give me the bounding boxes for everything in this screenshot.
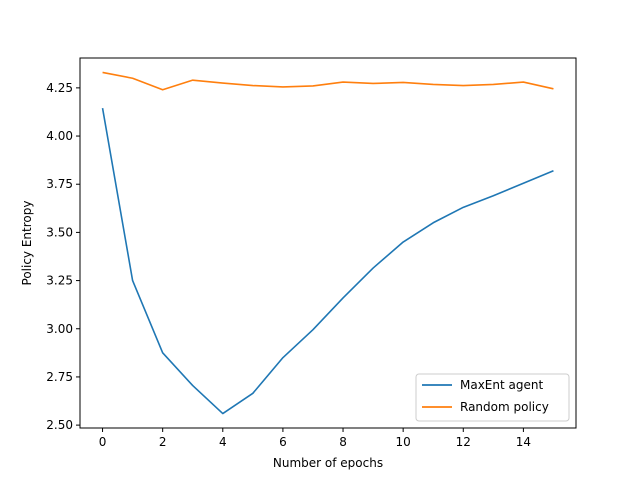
x-tick-label: 2 [159,435,167,449]
x-axis-title: Number of epochs [273,456,383,470]
x-tick-label: 6 [279,435,287,449]
legend-box [415,373,570,422]
x-tick-label: 8 [339,435,347,449]
legend: MaxEnt agent Random policy [415,373,570,422]
x-tick-label: 10 [396,435,411,449]
y-axis-title: Policy Entropy [20,201,34,286]
x-tick-label: 4 [219,435,227,449]
plot-frame [79,57,577,429]
y-tick-label: 3.25 [46,274,73,288]
y-tick-label: 3.00 [46,322,73,336]
y-tick-label: 4.25 [46,81,73,95]
x-axis-ticks: 0 2 4 6 8 10 12 14 [99,428,531,449]
y-tick-label: 4.00 [46,129,73,143]
x-tick-label: 14 [516,435,531,449]
y-tick-label: 2.75 [46,370,73,384]
legend-label-random: Random policy [460,400,549,414]
series-line-random-policy [102,71,554,91]
y-tick-label: 3.75 [46,177,73,191]
x-tick-label: 12 [456,435,471,449]
series-line-maxent-agent [101,107,554,415]
y-tick-label: 3.50 [46,225,73,239]
plot-area [80,58,576,428]
y-axis-ticks: 2.50 2.75 3.00 3.25 3.50 3.75 4.00 4.25 [46,81,80,432]
y-tick-label: 2.50 [46,418,73,432]
series-layer [101,71,554,415]
x-tick-label: 0 [99,435,107,449]
legend-label-maxent: MaxEnt agent [460,378,543,392]
